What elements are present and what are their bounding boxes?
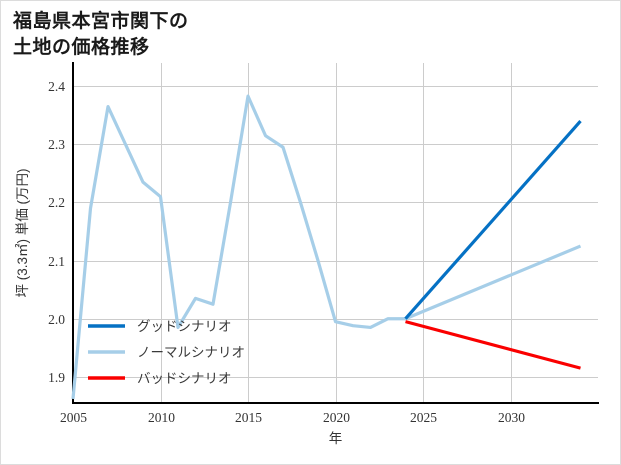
y-axis-tick-label: 2.2 bbox=[48, 195, 65, 210]
legend-label-1: ノーマルシナリオ bbox=[137, 345, 245, 360]
x-axis-tick-label: 2010 bbox=[148, 410, 175, 425]
x-axis-label: 年 bbox=[329, 431, 343, 446]
chart-title-line-2: 土地の価格推移 bbox=[13, 36, 150, 58]
legend-label-2: バッドシナリオ bbox=[137, 371, 232, 386]
y-axis-tick-label: 2.4 bbox=[48, 79, 65, 94]
x-axis-tick-label: 2025 bbox=[410, 410, 437, 425]
axis-spines bbox=[71, 62, 599, 405]
x-axis-tick-label: 2005 bbox=[60, 410, 87, 425]
y-axis-tick-label: 1.9 bbox=[48, 370, 65, 385]
chart-title: 福島県本宮市関下の 土地の価格推移 bbox=[13, 9, 573, 60]
series-line-bad bbox=[405, 320, 581, 370]
axis-name-layer: 年 坪 (3.3㎡) 単価 (万円) bbox=[15, 168, 342, 446]
y-axis-label: 坪 (3.3㎡) 単価 (万円) bbox=[15, 168, 30, 297]
y-axis-tick-label: 2.1 bbox=[48, 254, 65, 269]
series-layer bbox=[71, 94, 582, 400]
chart-title-line-1: 福島県本宮市関下の bbox=[13, 11, 189, 32]
tick-label-layer: 1.9 2.0 2.1 2.2 2.3 2.4 2005 2010 2015 2020 2025 20… bbox=[48, 79, 525, 425]
y-axis-tick-label: 2.3 bbox=[48, 137, 65, 152]
series-line-normal bbox=[71, 94, 582, 400]
x-axis-tick-label: 2020 bbox=[323, 410, 350, 425]
x-axis-tick-label: 2015 bbox=[235, 410, 262, 425]
legend-label-0: グッドシナリオ bbox=[137, 319, 232, 334]
series-line-good bbox=[404, 120, 582, 320]
y-axis-tick-label: 2.0 bbox=[48, 312, 65, 327]
x-axis-tick-label: 2030 bbox=[498, 410, 525, 425]
